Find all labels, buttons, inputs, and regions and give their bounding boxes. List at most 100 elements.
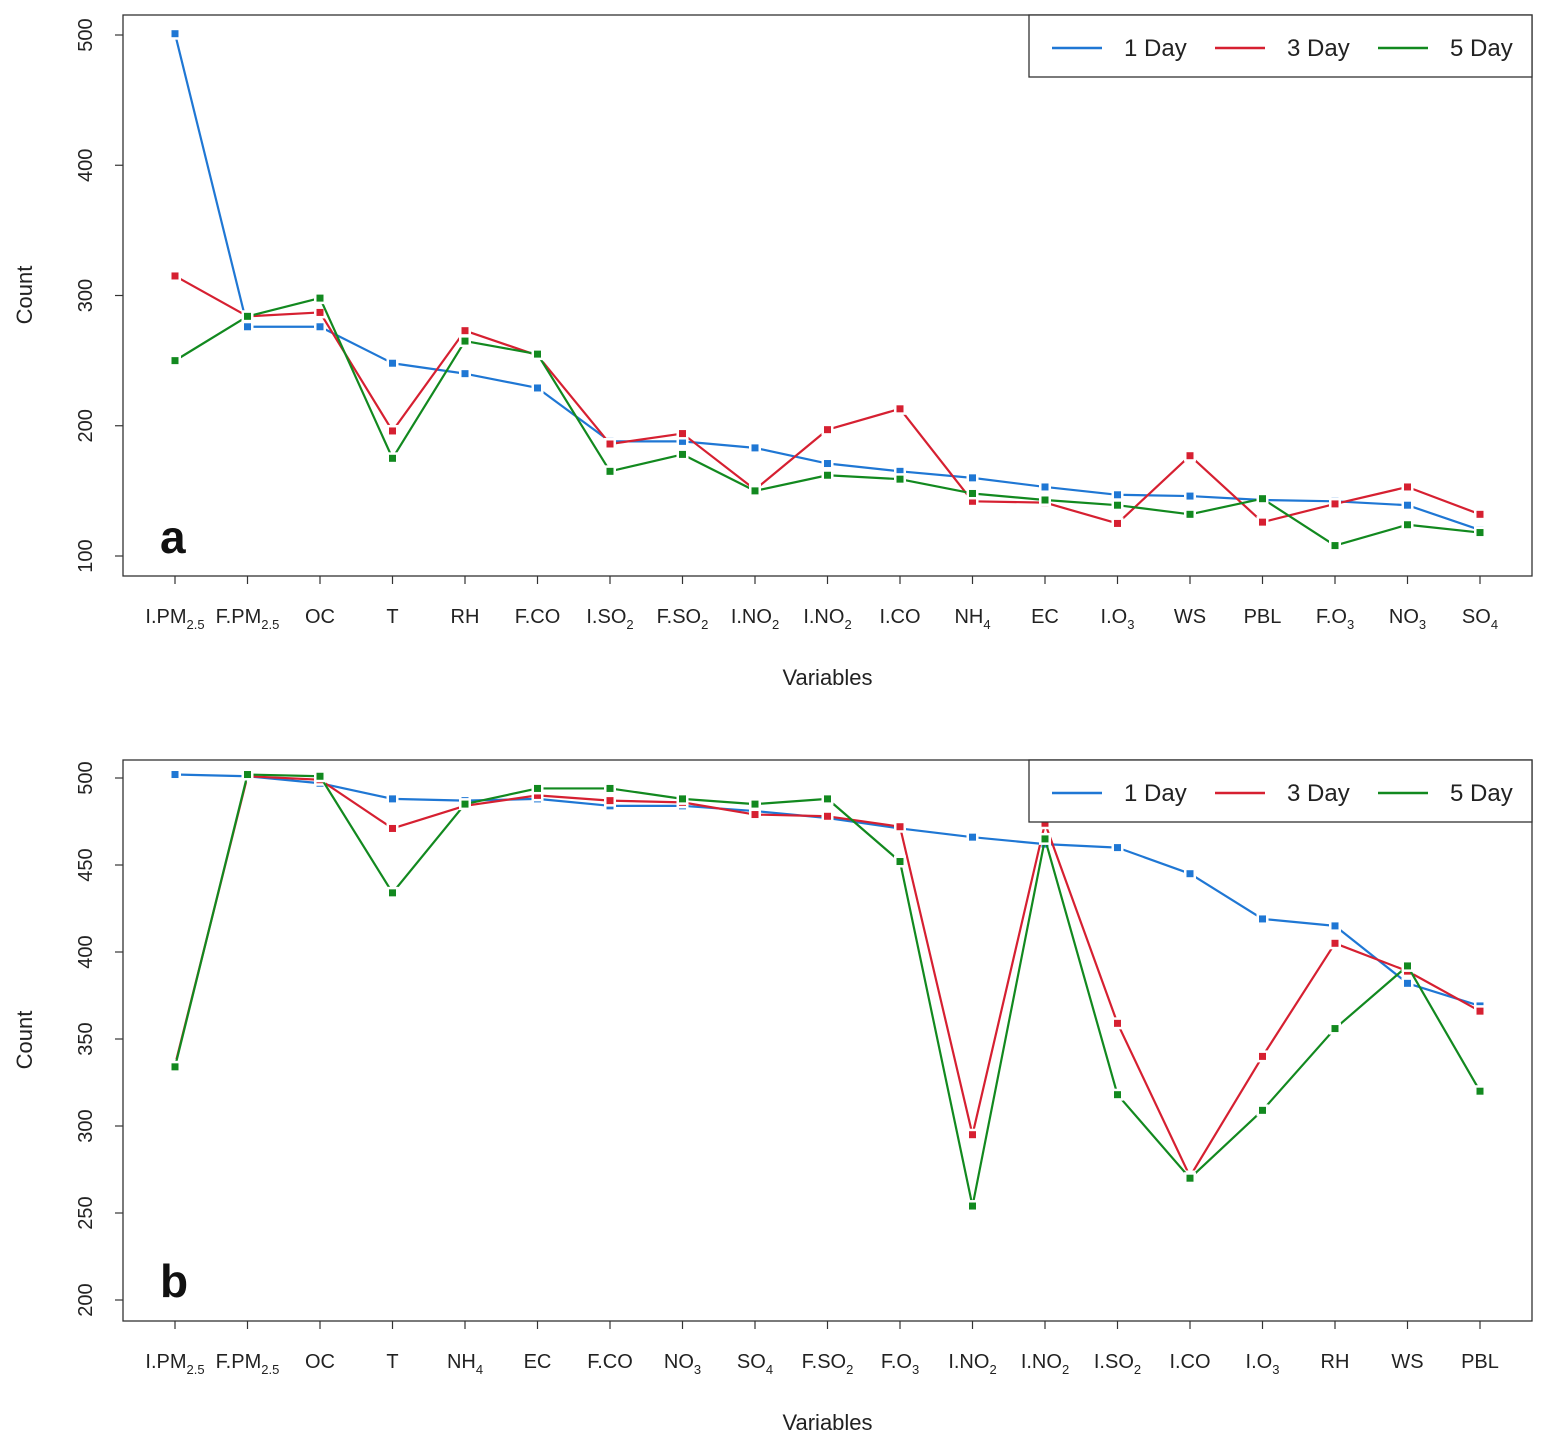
- data-point: [461, 337, 469, 345]
- data-point: [461, 800, 469, 808]
- x-tick-label-base: F.PM: [216, 1351, 262, 1373]
- x-tick-label: I.SO2: [586, 606, 633, 632]
- x-axis-title: Variables: [782, 1410, 872, 1435]
- series-line: [173, 775, 1481, 1178]
- y-tick-label: 400: [75, 149, 97, 182]
- legend-label: 5 Day: [1450, 780, 1513, 807]
- x-tick-label-subscript: 2: [772, 617, 779, 632]
- data-point: [969, 1202, 976, 1210]
- data-point: [171, 1063, 179, 1071]
- x-tick-label: WS: [1391, 1351, 1423, 1373]
- data-point: [1476, 1007, 1484, 1015]
- data-point: [751, 444, 759, 452]
- data-point: [606, 784, 614, 792]
- y-tick-label: 250: [75, 1196, 97, 1229]
- data-point: [896, 823, 904, 831]
- data-point: [969, 833, 976, 841]
- x-tick-label-base: I.O: [1246, 1351, 1273, 1373]
- x-tick-label-base: F.O: [1316, 606, 1347, 628]
- data-point: [1259, 495, 1266, 503]
- x-tick-label-subscript: 2.5: [187, 617, 205, 632]
- data-point: [824, 460, 831, 468]
- x-tick-label-base: RH: [1321, 1351, 1350, 1373]
- data-point: [969, 497, 976, 505]
- plot-frame: [122, 759, 1533, 1322]
- data-point: [1404, 521, 1411, 529]
- x-tick-label-base: NO: [1389, 606, 1419, 628]
- x-tick-label-base: F.CO: [515, 606, 561, 628]
- data-point: [461, 370, 469, 378]
- data-point: [1186, 870, 1194, 878]
- series-3-day: [169, 770, 1486, 1183]
- x-tick-label-subscript: 3: [1347, 617, 1354, 632]
- legend: 1 Day 3 Day 5 Day: [1028, 14, 1533, 78]
- data-point: [1476, 1087, 1484, 1095]
- y-tick-label: 300: [75, 1109, 97, 1142]
- legend-label: 5 Day: [1450, 35, 1513, 62]
- data-point: [606, 467, 614, 475]
- legend-label: 1 Day: [1124, 35, 1187, 62]
- data-point: [679, 450, 686, 458]
- x-tick-label-subscript: 4: [476, 1362, 483, 1377]
- legend-label: 3 Day: [1287, 780, 1350, 807]
- data-point: [1476, 510, 1484, 518]
- legend-box: [1028, 759, 1533, 823]
- x-tick-label-subscript: 2: [989, 1362, 996, 1377]
- data-point: [751, 487, 759, 495]
- data-point: [244, 312, 251, 320]
- x-tick-label: I.PM2.5: [145, 606, 204, 632]
- x-tick-label-subscript: 4: [1491, 617, 1498, 632]
- x-tick-label-base: I.SO: [1094, 1351, 1134, 1373]
- x-tick-label-base: I.NO: [1021, 1351, 1062, 1373]
- x-tick-label: I.NO2: [948, 1351, 996, 1377]
- x-tick-label-base: I.NO: [731, 606, 772, 628]
- y-tick-label: 100: [75, 539, 97, 572]
- data-point: [679, 437, 686, 445]
- data-point: [1114, 501, 1121, 509]
- data-point: [1331, 542, 1339, 550]
- x-tick-label-subscript: 2: [1062, 1362, 1069, 1377]
- x-tick-label: I.NO2: [1021, 1351, 1069, 1377]
- data-point: [534, 784, 541, 792]
- series-line: [173, 773, 1481, 1208]
- y-tick-label: 500: [75, 18, 97, 51]
- x-tick-label-subscript: 3: [1272, 1362, 1279, 1377]
- x-tick-label: I.SO2: [1094, 1351, 1141, 1377]
- data-point: [389, 427, 396, 435]
- data-point: [824, 426, 831, 434]
- x-tick-label-base: SO: [1462, 606, 1491, 628]
- x-tick-label-base: I.PM: [145, 606, 186, 628]
- data-point: [316, 323, 324, 331]
- x-tick-label: OC: [305, 1351, 335, 1373]
- x-tick-label: I.O3: [1246, 1351, 1280, 1377]
- data-point: [1404, 962, 1411, 970]
- x-tick-label-subscript: 3: [912, 1362, 919, 1377]
- y-axis-title: Count: [12, 1011, 37, 1070]
- x-tick-label: EC: [1031, 606, 1059, 628]
- data-point: [1404, 979, 1411, 987]
- plot-frame: [122, 14, 1533, 577]
- series-5-day: [169, 768, 1486, 1213]
- x-tick-label-subscript: 2: [1134, 1362, 1141, 1377]
- data-point: [1186, 510, 1194, 518]
- x-tick-label: PBL: [1461, 1351, 1499, 1373]
- x-axis: I.PM2.5 F.PM2.5 OC T NH4 EC F.CO NO3 SO4 F.SO2 F.O…: [145, 1321, 1499, 1377]
- x-tick-label-subscript: 2.5: [261, 1362, 279, 1377]
- data-point: [896, 858, 904, 866]
- data-point: [534, 350, 541, 358]
- x-tick-label-base: NO: [664, 1351, 694, 1373]
- data-point: [969, 1131, 976, 1139]
- x-tick-label: RH: [451, 606, 480, 628]
- data-point: [316, 308, 324, 316]
- data-point: [534, 791, 541, 799]
- data-point: [316, 294, 324, 302]
- legend-box: [1028, 14, 1533, 78]
- data-point: [389, 795, 396, 803]
- y-tick-label: 350: [75, 1022, 97, 1055]
- data-point: [1259, 1106, 1266, 1114]
- x-tick-label-base: PBL: [1244, 606, 1282, 628]
- x-tick-label: I.O3: [1101, 606, 1135, 632]
- data-point: [171, 30, 179, 38]
